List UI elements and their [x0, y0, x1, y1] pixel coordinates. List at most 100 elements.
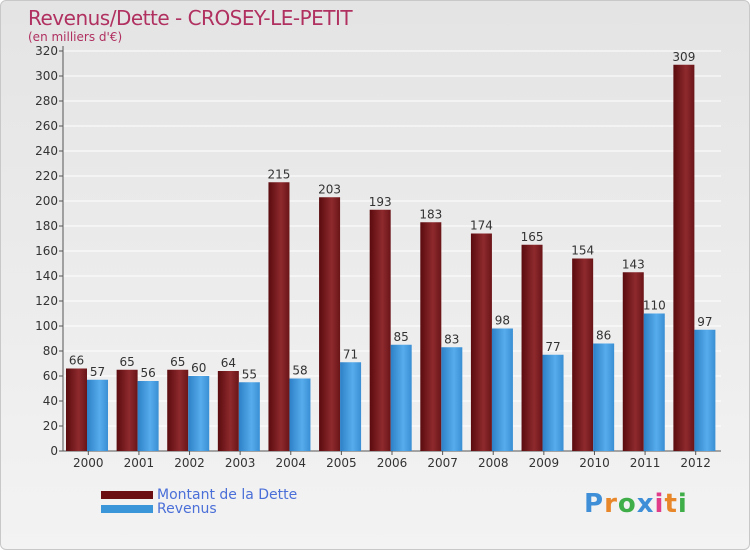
bar-revenue [188, 376, 210, 451]
bar-revenue [390, 344, 412, 451]
logo-letter: r [604, 489, 618, 519]
bar-revenue [238, 382, 260, 451]
x-tick-label: 2006 [377, 456, 408, 470]
data-label-revenue: 58 [292, 364, 307, 378]
bar-revenue [593, 343, 615, 451]
data-label-revenue: 71 [343, 347, 358, 361]
bar-revenue [491, 328, 513, 451]
x-tick-label: 2011 [630, 456, 661, 470]
bar-debt [369, 209, 391, 451]
data-label-debt: 215 [268, 167, 291, 181]
chart-subtitle: (en milliers d'€) [28, 30, 123, 44]
data-label-debt: 174 [470, 219, 493, 233]
data-label-debt: 203 [318, 182, 341, 196]
logo-letter: i [654, 489, 665, 519]
x-tick-label: 2005 [326, 456, 357, 470]
data-label-debt: 193 [369, 195, 392, 209]
legend-label-revenue: Revenus [157, 501, 217, 517]
y-tick-label: 40 [43, 394, 58, 408]
x-tick-label: 2004 [275, 456, 306, 470]
x-tick-label: 2010 [579, 456, 610, 470]
bar-debt [521, 244, 543, 451]
chart-title: Revenus/Dette - CROSEY-LE-PETIT [28, 6, 353, 30]
bar-debt [622, 272, 644, 451]
y-tick-label: 140 [35, 269, 58, 283]
y-tick-label: 80 [43, 344, 58, 358]
data-label-revenue: 77 [545, 340, 560, 354]
data-label-debt: 143 [622, 257, 645, 271]
axis-layer: 0 20 40 60 80 100 120 140 160 180 200 220 240 260 280 3… [35, 44, 721, 470]
bar-debt [420, 222, 442, 451]
bar-debt [167, 369, 189, 451]
bar-debt [572, 258, 594, 451]
data-label-revenue: 56 [140, 366, 155, 380]
logo-letter: o [617, 489, 637, 519]
bar-debt [673, 64, 695, 451]
y-tick-label: 260 [35, 119, 58, 133]
bar-revenue [694, 329, 716, 451]
bar-debt [470, 233, 492, 451]
legend-item-debt: Montant de la Dette [101, 487, 297, 503]
logo-letter: t [664, 489, 678, 519]
data-label-debt: 165 [521, 230, 544, 244]
data-label-debt: 66 [69, 354, 84, 368]
x-tick-label: 2002 [174, 456, 205, 470]
y-tick-label: 300 [35, 69, 58, 83]
bar-debt [319, 197, 341, 451]
data-label-revenue: 60 [191, 361, 206, 375]
y-tick-label: 60 [43, 369, 58, 383]
data-label-revenue: 97 [697, 315, 712, 329]
y-tick-label: 180 [35, 219, 58, 233]
data-label-debt: 64 [221, 356, 236, 370]
logo-letter: x [636, 489, 655, 519]
data-label-debt: 309 [672, 50, 695, 64]
data-label-revenue: 85 [394, 330, 409, 344]
bar-revenue [340, 362, 362, 451]
data-label-revenue: 98 [495, 314, 510, 328]
bar-debt [217, 371, 239, 451]
bar-debt [66, 368, 87, 451]
data-label-revenue: 86 [596, 329, 611, 343]
label-layer: 66 57 65 56 65 60 64 55 215 58 203 71 193 85 183 83 174 9… [69, 50, 713, 382]
data-label-revenue: 83 [444, 332, 459, 346]
bar-revenue [289, 378, 311, 451]
x-tick-label: 2008 [478, 456, 509, 470]
x-tick-label: 2000 [73, 456, 104, 470]
data-label-revenue: 55 [242, 367, 257, 381]
data-label-revenue: 57 [90, 365, 105, 379]
x-tick-label: 2012 [680, 456, 711, 470]
data-label-debt: 65 [119, 355, 134, 369]
bar-revenue [542, 354, 564, 451]
x-tick-label: 2003 [225, 456, 256, 470]
y-tick-label: 240 [35, 144, 58, 158]
y-tick-label: 160 [35, 244, 58, 258]
y-tick-label: 20 [43, 419, 58, 433]
y-tick-label: 220 [35, 169, 58, 183]
bar-debt [268, 182, 290, 451]
y-tick-label: 120 [35, 294, 58, 308]
proxiti-logo: Proxiti [584, 489, 688, 519]
legend-swatch-debt [101, 491, 153, 499]
y-tick-label: 280 [35, 94, 58, 108]
bar-revenue [137, 381, 159, 451]
x-tick-label: 2007 [427, 456, 458, 470]
logo-letter: P [584, 489, 605, 519]
data-label-revenue: 110 [643, 299, 666, 313]
x-tick-label: 2001 [124, 456, 155, 470]
bar-debt [116, 369, 138, 451]
y-tick-label: 200 [35, 194, 58, 208]
y-tick-label: 0 [50, 444, 58, 458]
bar-revenue [441, 347, 463, 451]
data-label-debt: 183 [419, 207, 442, 221]
legend-label-debt: Montant de la Dette [157, 487, 298, 503]
bar-revenue [87, 379, 108, 451]
data-label-debt: 65 [170, 355, 185, 369]
bar-revenue [643, 313, 665, 451]
y-tick-label: 100 [35, 319, 58, 333]
data-label-debt: 154 [571, 244, 594, 258]
x-tick-label: 2009 [529, 456, 560, 470]
bar-layer [66, 64, 716, 451]
logo-letter: i [677, 489, 688, 519]
